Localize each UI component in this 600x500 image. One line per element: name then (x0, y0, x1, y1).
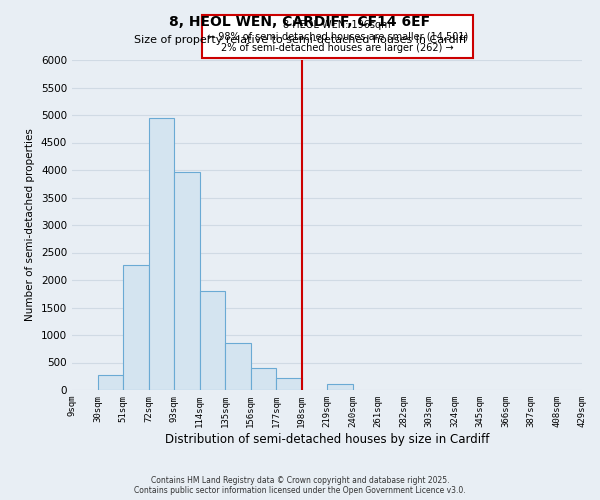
Bar (276, 378, 302, 390)
Text: Size of property relative to semi-detached houses in Cardiff: Size of property relative to semi-detach… (134, 35, 466, 45)
X-axis label: Distribution of semi-detached houses by size in Cardiff: Distribution of semi-detached houses by … (165, 432, 489, 446)
Bar (199, 291, 225, 390)
Bar (97, 374, 123, 390)
Text: 8, HEOL WEN, CARDIFF, CF14 6EF: 8, HEOL WEN, CARDIFF, CF14 6EF (169, 15, 431, 29)
Text: Contains HM Land Registry data © Crown copyright and database right 2025.
Contai: Contains HM Land Registry data © Crown c… (134, 476, 466, 495)
Bar (149, 118, 174, 390)
Bar (327, 384, 353, 390)
Text: 8 HEOL WEN: 196sqm
← 98% of semi-detached houses are smaller (14,501)
2% of semi: 8 HEOL WEN: 196sqm ← 98% of semi-detache… (206, 20, 468, 54)
Bar (174, 172, 199, 390)
Bar (225, 343, 251, 390)
Bar (123, 265, 149, 390)
Y-axis label: Number of semi-detached properties: Number of semi-detached properties (25, 128, 35, 322)
Bar (251, 368, 276, 390)
